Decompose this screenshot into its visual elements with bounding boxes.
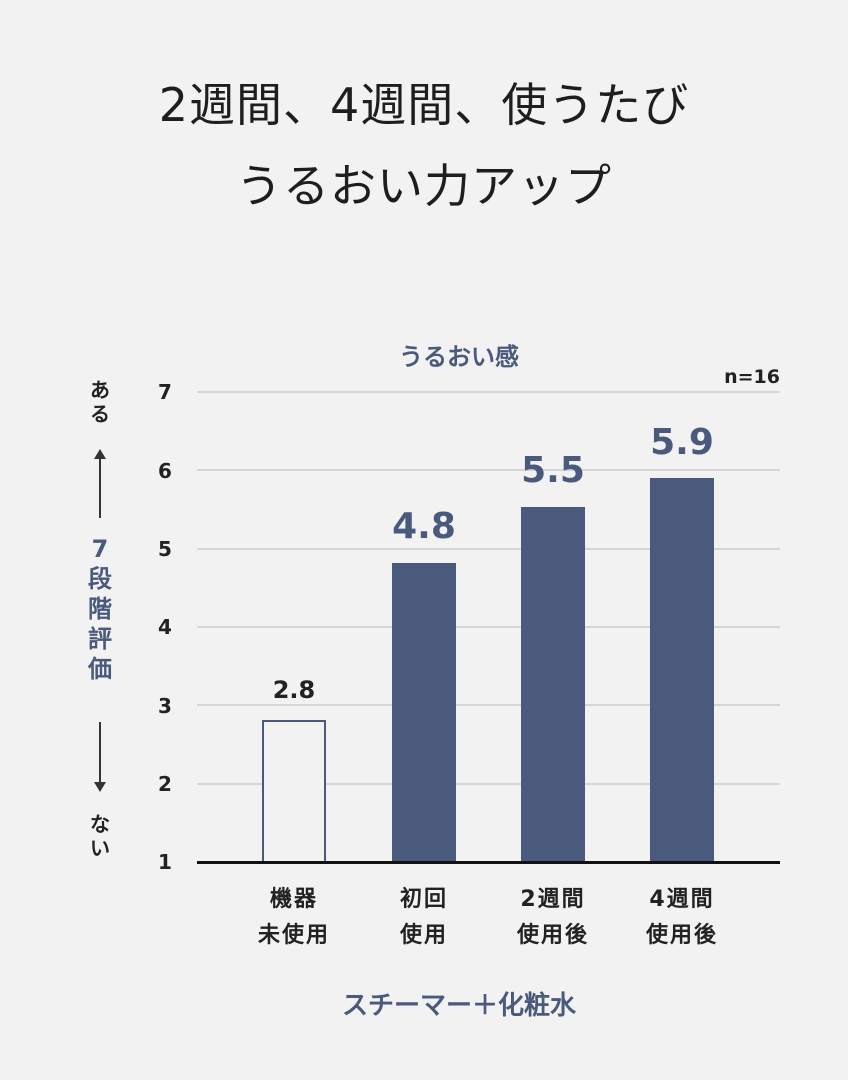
x-category-line: 初回 <box>399 887 448 912</box>
y-label-char: 7 <box>91 535 109 563</box>
gridline-3 <box>197 704 780 706</box>
x-axis-baseline <box>197 861 780 864</box>
headline-line-1: 2週間、4週間、使うたび <box>158 78 690 132</box>
x-category-line: 使用 <box>399 923 448 948</box>
y-tick-6: 6 <box>158 459 172 483</box>
x-category-line: 2週間 <box>520 887 586 912</box>
y-label-char: 価 <box>88 655 112 683</box>
y-tick-5: 5 <box>158 537 172 561</box>
gridline-6 <box>197 469 780 471</box>
x-category-line: 使用後 <box>516 923 589 948</box>
gridline-2 <box>197 783 780 785</box>
bar-first-use <box>392 563 456 862</box>
bar-value-label: 4.8 <box>392 506 456 547</box>
x-category-line: 4週間 <box>649 887 715 912</box>
bar-value-label: 2.8 <box>272 676 316 704</box>
gridline-4 <box>197 626 780 628</box>
y-axis-top-label: ある <box>76 378 124 426</box>
gridline-5 <box>197 548 780 550</box>
arrow-down-line <box>99 722 101 784</box>
arrow-up-icon <box>94 449 106 459</box>
sample-size-label: n=16 <box>724 366 780 388</box>
y-axis-bottom-label: ない <box>76 812 124 860</box>
arrow-down-icon <box>94 782 106 792</box>
y-label-char: 階 <box>88 595 112 623</box>
bar-2-weeks <box>521 507 585 862</box>
bar-4-weeks <box>650 478 714 862</box>
x-category-4-weeks: 4週間 使用後 <box>617 882 747 954</box>
y-label-char: 評 <box>88 625 112 653</box>
bar-value-label: 5.5 <box>521 450 585 491</box>
y-axis-main-label: 7 段 階 評 価 <box>76 534 124 684</box>
y-tick-3: 3 <box>158 694 172 718</box>
x-category-line: 使用後 <box>645 923 718 948</box>
arrow-up-line <box>99 458 101 518</box>
x-category-first-use: 初回 使用 <box>359 882 489 954</box>
bar-no-device <box>262 720 326 862</box>
gridline-7 <box>197 391 780 393</box>
y-tick-4: 4 <box>158 615 172 639</box>
y-tick-1: 1 <box>158 850 172 874</box>
y-tick-2: 2 <box>158 772 172 796</box>
y-top-text: ある <box>90 378 110 426</box>
y-label-char: 段 <box>88 565 112 593</box>
bar-value-label: 5.9 <box>650 422 714 463</box>
x-category-2-weeks: 2週間 使用後 <box>488 882 618 954</box>
x-axis-title: スチーマー＋化粧水 <box>341 991 576 1021</box>
x-category-no-device: 機器 未使用 <box>229 882 359 954</box>
y-tick-7: 7 <box>158 380 172 404</box>
x-category-line: 未使用 <box>257 923 330 948</box>
x-category-line: 機器 <box>269 887 318 912</box>
headline-line-2: うるおい力アップ <box>236 159 612 213</box>
chart-title: うるおい感 <box>399 343 519 371</box>
y-bottom-text: ない <box>90 812 110 860</box>
